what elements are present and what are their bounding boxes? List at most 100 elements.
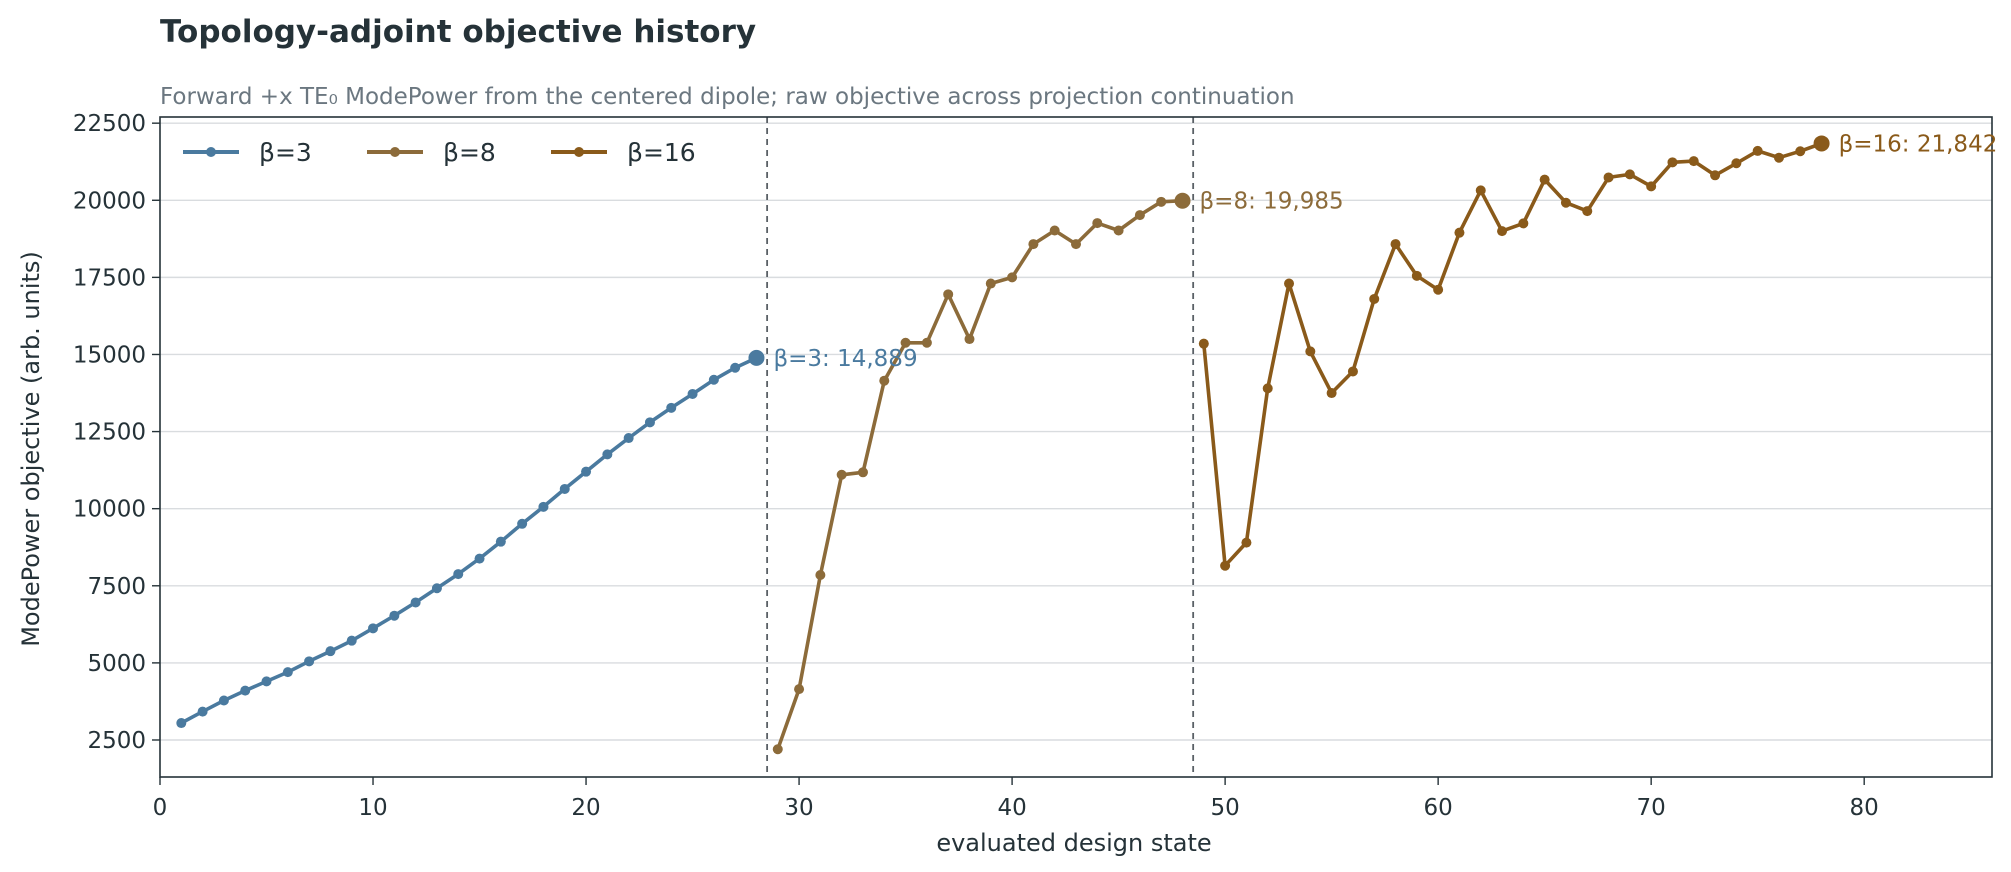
data-point bbox=[1156, 196, 1167, 207]
data-point bbox=[197, 706, 208, 717]
end-labels: β=3: 14,889 β=8: 19,985 β=16: 21,842 bbox=[773, 131, 1997, 371]
data-point bbox=[708, 374, 719, 385]
legend-swatch-marker bbox=[390, 147, 400, 157]
data-point bbox=[1369, 293, 1380, 304]
data-point bbox=[240, 685, 251, 696]
data-point bbox=[1390, 239, 1401, 250]
data-point bbox=[1326, 388, 1337, 399]
data-point bbox=[368, 623, 379, 634]
y-tick-label: 12500 bbox=[73, 420, 146, 446]
data-point bbox=[1262, 383, 1273, 394]
y-axis-label: ModePower objective (arb. units) bbox=[17, 251, 45, 647]
data-point bbox=[1497, 226, 1508, 237]
data-point bbox=[879, 375, 890, 386]
y-tick-label: 15000 bbox=[73, 342, 146, 368]
data-point bbox=[474, 553, 485, 564]
data-point bbox=[1113, 225, 1124, 236]
data-point bbox=[666, 402, 677, 413]
data-point bbox=[1347, 366, 1358, 377]
data-point bbox=[1603, 172, 1614, 183]
end-label: β=8: 19,985 bbox=[1200, 189, 1344, 215]
data-point bbox=[687, 388, 698, 399]
data-point bbox=[325, 646, 336, 657]
legend-label: β=3 bbox=[259, 138, 312, 167]
y-tick-label: 20000 bbox=[73, 188, 146, 214]
legend-label: β=16 bbox=[627, 138, 696, 167]
data-point bbox=[261, 676, 272, 687]
x-tick-label: 80 bbox=[1850, 795, 1879, 821]
boundary-lines bbox=[766, 117, 1195, 777]
end-label: β=3: 14,889 bbox=[773, 346, 917, 372]
data-point bbox=[389, 610, 400, 621]
data-point bbox=[282, 667, 293, 678]
data-point bbox=[346, 635, 357, 646]
chart-subtitle: Forward +x TE₀ ModePower from the center… bbox=[160, 84, 1295, 110]
y-tick-label: 2500 bbox=[87, 728, 146, 754]
data-point bbox=[836, 469, 847, 480]
x-tick-label: 40 bbox=[997, 795, 1026, 821]
plot-frame bbox=[159, 116, 1993, 778]
series-endpoint bbox=[1813, 135, 1830, 152]
data-point bbox=[1049, 225, 1060, 236]
data-point bbox=[1241, 537, 1252, 548]
legend: β=3 β=8 β=16 bbox=[183, 138, 696, 167]
series-endpoint bbox=[748, 349, 765, 366]
legend-label: β=8 bbox=[443, 138, 496, 167]
x-tick-label: 20 bbox=[571, 795, 600, 821]
data-point bbox=[1433, 284, 1444, 295]
data-point bbox=[1454, 227, 1465, 238]
data-point bbox=[1560, 197, 1571, 208]
x-axis-label: evaluated design state bbox=[936, 829, 1211, 857]
y-tick-label: 10000 bbox=[73, 497, 146, 523]
y-tick-label: 7500 bbox=[87, 574, 146, 600]
data-point bbox=[1710, 170, 1721, 181]
data-point bbox=[538, 501, 549, 512]
series-group bbox=[176, 135, 1830, 755]
data-point bbox=[794, 684, 805, 695]
data-point bbox=[1198, 338, 1209, 349]
data-point bbox=[1518, 218, 1529, 229]
data-point bbox=[1071, 239, 1081, 250]
y-tick-label: 17500 bbox=[73, 265, 146, 291]
data-point bbox=[517, 518, 528, 529]
data-point bbox=[410, 597, 421, 608]
data-point bbox=[1624, 169, 1635, 180]
data-point bbox=[495, 536, 506, 547]
y-tick-label: 22500 bbox=[73, 111, 146, 137]
data-point bbox=[176, 718, 187, 729]
x-tick-label: 30 bbox=[784, 795, 813, 821]
data-point bbox=[581, 466, 592, 477]
x-tick-label: 60 bbox=[1423, 795, 1452, 821]
data-point bbox=[218, 695, 229, 706]
data-point bbox=[1475, 185, 1486, 196]
data-point bbox=[304, 656, 315, 667]
chart-title: Topology-adjoint objective history bbox=[160, 14, 756, 50]
data-point bbox=[1305, 346, 1316, 357]
data-point bbox=[1134, 210, 1145, 221]
data-point bbox=[1028, 239, 1039, 250]
data-point bbox=[1667, 157, 1678, 168]
data-point bbox=[857, 467, 868, 478]
data-point bbox=[921, 337, 932, 348]
data-point bbox=[1582, 206, 1593, 217]
data-point bbox=[730, 362, 741, 373]
x-tick-label: 10 bbox=[358, 795, 387, 821]
x-tick-label: 50 bbox=[1210, 795, 1239, 821]
data-point bbox=[431, 583, 442, 594]
end-label: β=16: 21,842 bbox=[1839, 131, 1998, 157]
data-point bbox=[815, 569, 826, 580]
data-point bbox=[1752, 145, 1763, 156]
data-point bbox=[623, 433, 634, 444]
data-point bbox=[1220, 560, 1231, 571]
data-point bbox=[964, 334, 975, 345]
data-point bbox=[1092, 218, 1103, 229]
data-point bbox=[602, 449, 613, 460]
x-ticks: 0 10 20 30 40 50 60 70 80 bbox=[153, 777, 1879, 821]
data-point bbox=[1688, 156, 1699, 167]
x-tick-label: 70 bbox=[1637, 795, 1666, 821]
data-point bbox=[644, 417, 655, 428]
data-point bbox=[1795, 146, 1806, 157]
data-point bbox=[1773, 152, 1784, 163]
data-point bbox=[1731, 158, 1742, 169]
